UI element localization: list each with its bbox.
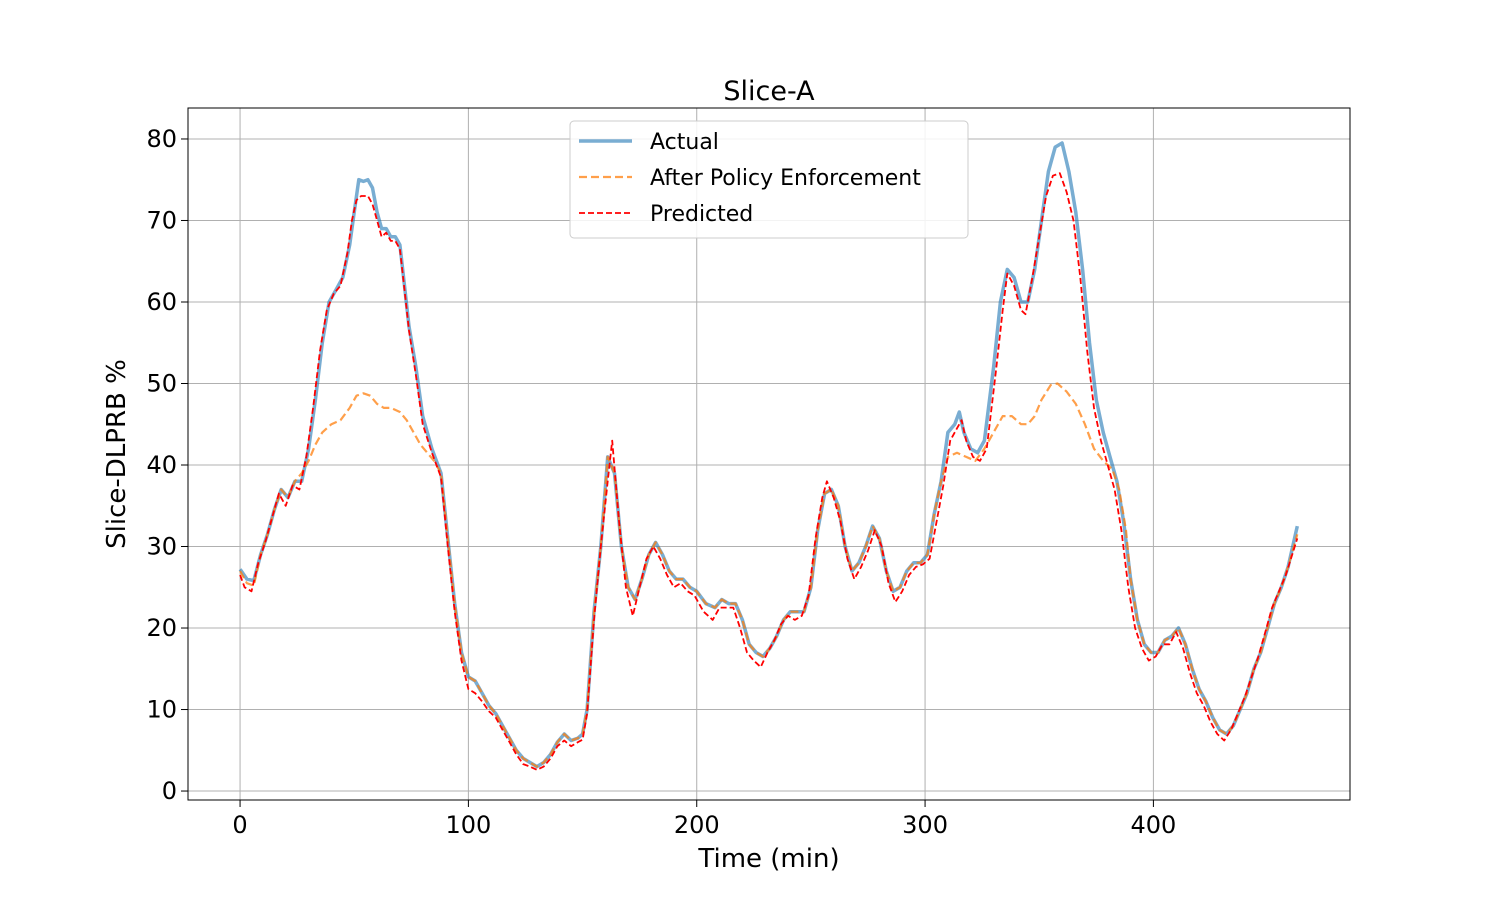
y-tick-label: 80 — [146, 125, 177, 153]
x-tick-label: 0 — [232, 811, 247, 839]
x-tick-label: 200 — [674, 811, 720, 839]
y-tick-label: 0 — [162, 777, 177, 805]
x-tick-label: 400 — [1130, 811, 1176, 839]
legend: Actual After Policy Enforcement Predicte… — [569, 120, 969, 239]
y-tick-label: 40 — [146, 451, 177, 479]
legend-label-predicted: Predicted — [650, 202, 753, 227]
series-line-policy — [239, 382, 1299, 768]
x-axis-label: Time (min) — [697, 844, 839, 874]
legend-box — [569, 120, 969, 239]
x-tick-label: 300 — [902, 811, 948, 839]
y-tick-label: 10 — [146, 696, 177, 724]
legend-label-policy: After Policy Enforcement — [650, 166, 921, 191]
y-tick-label: 70 — [146, 206, 177, 234]
plot-area-frame — [187, 107, 1351, 801]
chart-title: Slice-A — [723, 76, 815, 107]
y-tick-label: 60 — [146, 288, 177, 316]
series-lines — [238, 141, 1300, 771]
legend-label-actual: Actual — [650, 130, 719, 155]
y-axis-label: Slice-DLPRB % — [102, 359, 132, 549]
series-line-predicted — [239, 172, 1299, 771]
y-tick-label: 50 — [146, 369, 177, 397]
y-tick-label: 30 — [146, 533, 177, 561]
x-tick-label: 100 — [445, 811, 491, 839]
axis-ticks: 0 100 200 300 400 0 10 20 30 40 50 60 70 80 — [146, 125, 1176, 839]
y-tick-label: 20 — [146, 614, 177, 642]
